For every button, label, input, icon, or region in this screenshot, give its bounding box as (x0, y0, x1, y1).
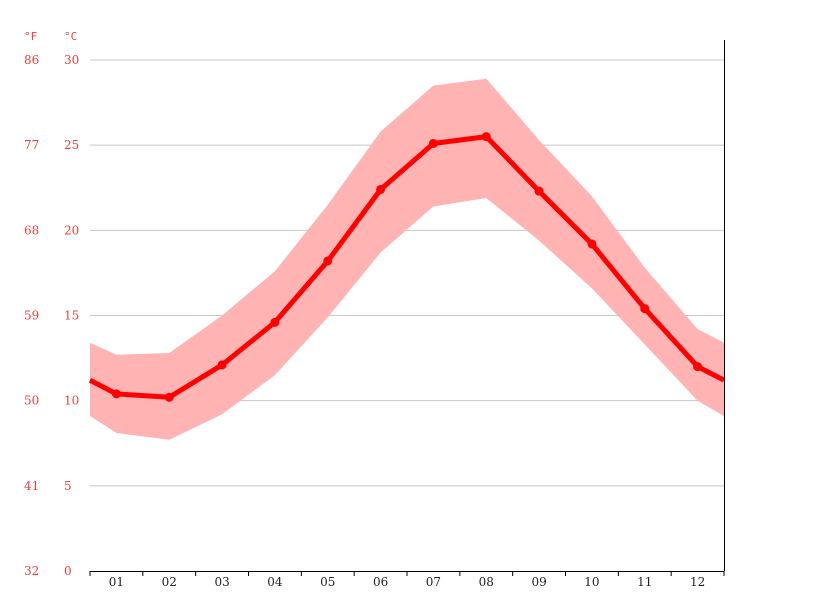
x-tick-label: 09 (531, 575, 546, 589)
data-point (481, 132, 491, 142)
x-tick-label: 12 (690, 575, 705, 589)
x-tick-label: 04 (267, 575, 283, 589)
x-tick-label: 01 (109, 575, 124, 589)
y-tick-label-fahrenheit: 86 (24, 53, 39, 67)
y-tick-label-fahrenheit: 59 (24, 309, 39, 323)
data-point (111, 389, 121, 399)
y-tick-label-fahrenheit: 77 (24, 138, 39, 152)
y-tick-label-celsius: 5 (64, 479, 72, 493)
x-tick-label: 05 (320, 575, 335, 589)
y-axis-labels: 0 32 5 41 10 50 15 59 20 68 25 77 30 86 (24, 53, 79, 578)
data-point (217, 360, 227, 370)
data-point (164, 392, 174, 402)
y-tick-label-celsius: 15 (64, 309, 79, 323)
y-tick-label-celsius: 0 (64, 564, 72, 578)
x-tick-label: 10 (584, 575, 599, 589)
y-tick-label-celsius: 25 (64, 138, 79, 152)
y-tick-label-fahrenheit: 68 (24, 223, 39, 237)
celsius-unit-label: °C (64, 30, 77, 43)
temperature-range-band (90, 78, 724, 440)
y-tick-label-celsius: 20 (64, 223, 79, 237)
data-point (376, 184, 386, 194)
data-point (587, 239, 597, 249)
x-tick-label: 02 (162, 575, 177, 589)
average-temperature-points (111, 132, 703, 402)
data-point (428, 138, 438, 148)
y-tick-label-fahrenheit: 32 (24, 564, 39, 578)
y-tick-label-fahrenheit: 41 (24, 479, 39, 493)
data-point (640, 304, 650, 314)
data-point (534, 186, 544, 196)
x-tick-label: 08 (479, 575, 494, 589)
fahrenheit-unit-label: °F (24, 30, 37, 43)
y-tick-label-celsius: 10 (64, 394, 79, 408)
data-point (323, 256, 333, 266)
x-tick-label: 11 (637, 575, 652, 589)
data-point (270, 317, 280, 327)
average-temperature-line (88, 134, 726, 400)
x-tick-label: 03 (214, 575, 229, 589)
y-tick-label-celsius: 30 (64, 53, 79, 67)
data-point (693, 362, 703, 372)
x-axis-ticks: 01 02 03 04 05 06 07 08 09 10 11 12 (89, 571, 725, 589)
x-tick-label: 06 (373, 575, 388, 589)
y-tick-label-fahrenheit: 50 (24, 394, 39, 408)
x-tick-label: 07 (426, 575, 441, 589)
